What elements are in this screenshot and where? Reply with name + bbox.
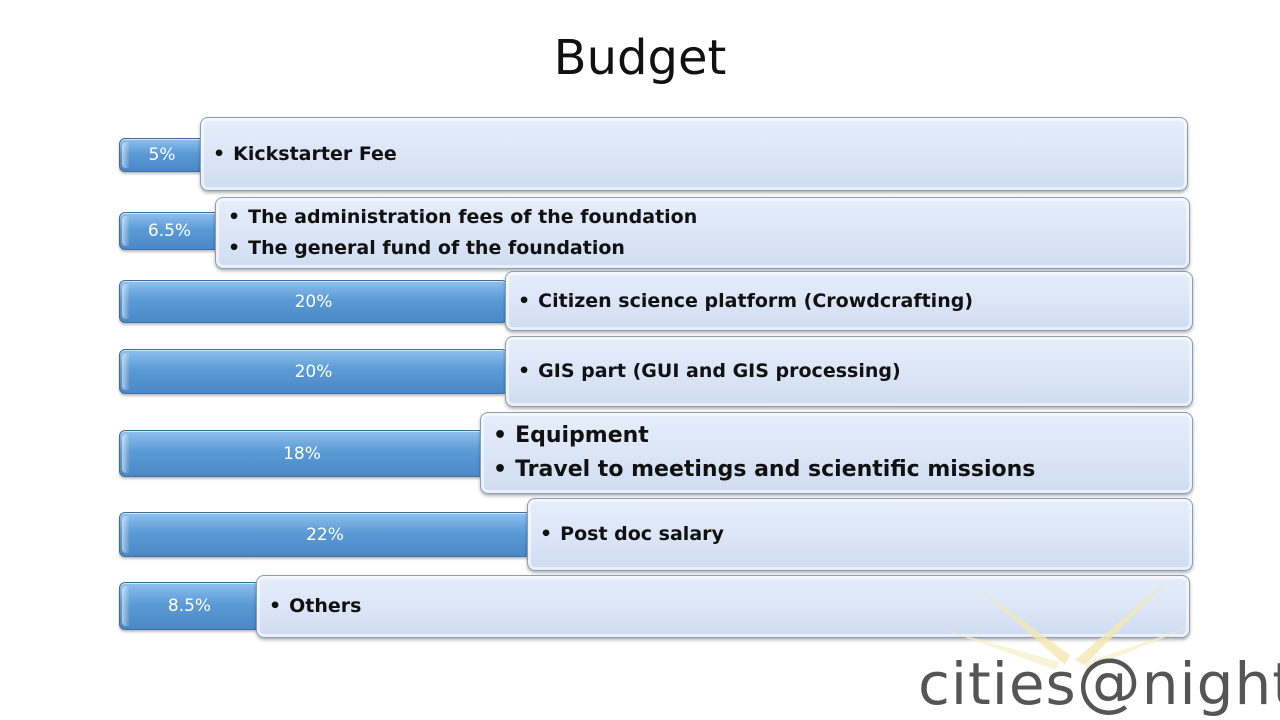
bullet-item: • The general fund of the foundation — [228, 237, 625, 259]
item-box: • Equipment • Travel to meetings and scien… — [480, 412, 1193, 494]
percent-label: 5% — [148, 145, 176, 165]
item-box: • The administration fees of the foundati… — [215, 197, 1190, 269]
bullet-item: • Others — [269, 595, 362, 617]
percent-bar: 22% — [119, 512, 531, 557]
bullet-item: • Equipment — [493, 423, 649, 448]
bar-highlight — [122, 284, 130, 319]
percent-label: 20% — [294, 291, 333, 312]
bullet-item: • Kickstarter Fee — [213, 142, 397, 165]
bar-highlight — [122, 586, 130, 626]
item-box: • Others — [256, 575, 1190, 638]
slide-title: Budget — [553, 30, 727, 86]
percent-label: 22% — [306, 524, 344, 545]
percent-bar: 6.5% — [119, 212, 220, 250]
bullet-item: • Travel to meetings and scientific missi… — [493, 457, 1036, 482]
bar-highlight — [122, 142, 130, 168]
percent-bar: 20% — [119, 349, 508, 394]
item-box: • Citizen science platform (Crowdcrafting… — [505, 271, 1193, 331]
bar-highlight — [122, 434, 130, 473]
percent-label: 8.5% — [167, 596, 212, 616]
percent-bar: 8.5% — [119, 582, 260, 630]
logo-rays-graphic — [945, 578, 1195, 670]
percent-bar: 5% — [119, 138, 205, 172]
bar-highlight — [122, 353, 130, 390]
percent-bar: 18% — [119, 430, 485, 477]
bullet-item: • GIS part (GUI and GIS processing) — [518, 360, 901, 382]
bar-highlight — [122, 216, 130, 246]
item-box: • Kickstarter Fee — [200, 117, 1188, 191]
percent-bar: 20% — [119, 280, 508, 323]
bullet-item: • The administration fees of the foundati… — [228, 206, 698, 228]
percent-label: 18% — [283, 443, 321, 464]
percent-label: 6.5% — [147, 221, 192, 241]
item-box: • GIS part (GUI and GIS processing) — [505, 336, 1193, 407]
bullet-item: • Citizen science platform (Crowdcrafting… — [518, 289, 974, 312]
percent-label: 20% — [294, 361, 333, 382]
item-box: • Post doc salary — [527, 498, 1193, 571]
bullet-item: • Post doc salary — [540, 523, 724, 545]
bar-highlight — [122, 516, 130, 553]
cities-at-night-logo: cities@night — [918, 646, 1280, 720]
